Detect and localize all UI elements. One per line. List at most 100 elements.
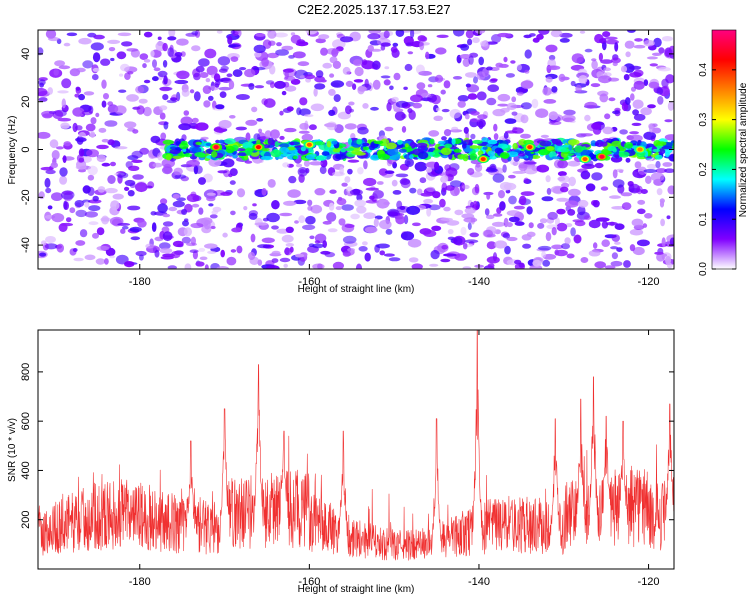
- spectrogram-cell: [345, 80, 354, 87]
- spectrogram-cell: [523, 34, 532, 39]
- spectrogram-cell: [450, 180, 462, 188]
- spectrogram-cell: [487, 150, 495, 157]
- spectrogram-cell: [508, 174, 516, 179]
- snr-x-tick-label: -140: [468, 576, 490, 588]
- spectrogram-cell: [162, 231, 173, 242]
- spectrogram-cell: [518, 88, 528, 93]
- spectrogram-cell: [143, 79, 151, 84]
- spectrogram-cell: [101, 79, 107, 89]
- spectrogram-cell: [322, 62, 333, 69]
- spectrogram-cell: [186, 159, 201, 167]
- spectrogram-cell: [258, 128, 263, 133]
- spectrogram-cell: [372, 60, 381, 70]
- spectrogram-cell: [139, 53, 149, 60]
- spectrogram-cell: [613, 153, 620, 158]
- spectrogram-cell: [251, 106, 258, 113]
- spectrogram-cell: [598, 38, 607, 44]
- spectrogram-cell: [575, 84, 582, 93]
- spectrogram-cell: [255, 33, 266, 37]
- spectrogram-cell: [419, 177, 427, 184]
- spectrogram-cell: [63, 141, 72, 147]
- spectrogram-cell: [470, 111, 480, 116]
- spectrogram-cell: [652, 127, 662, 134]
- spectrogram-cell: [497, 143, 509, 149]
- spectrogram-cell: [130, 236, 141, 241]
- spectrogram-cell: [461, 184, 470, 190]
- spectrogram-cell: [204, 264, 209, 269]
- spectrogram-cell: [655, 160, 661, 169]
- spectrogram-cell: [590, 83, 601, 88]
- spectrogram-cell: [114, 146, 128, 150]
- spectrogram-cell: [333, 94, 341, 103]
- spectrogram-cell: [92, 52, 101, 63]
- spectrogram-cell: [577, 199, 589, 208]
- spectrogram-cell: [176, 38, 189, 46]
- spectrogram-cell: [310, 103, 325, 112]
- spectrogram-cell: [536, 164, 550, 173]
- spectrogram-cell: [627, 30, 636, 33]
- spectrogram-cell: [217, 170, 228, 174]
- spectrogram-cell: [546, 146, 555, 151]
- spectrogram-cell: [605, 221, 618, 226]
- spectrogram-cell: [244, 68, 256, 78]
- spectrogram-cell: [174, 174, 187, 179]
- spectrogram-cell: [420, 36, 428, 42]
- spectrogram-cell: [465, 72, 477, 78]
- spectrogram-cell: [543, 99, 557, 104]
- spectrogram-cell: [560, 186, 569, 193]
- spectrogram-cell: [92, 195, 99, 202]
- spectrogram-cell: [483, 229, 494, 238]
- spectrogram-cell: [570, 227, 576, 237]
- spectrogram-cell: [649, 63, 658, 67]
- spectrogram-cell: [174, 79, 189, 85]
- spectrogram-cell: [229, 115, 236, 119]
- spectrogram-cell: [460, 43, 470, 51]
- spectrogram-cell: [162, 221, 174, 227]
- spectrogram-cell: [170, 251, 181, 259]
- spectrogram-cell: [315, 38, 326, 44]
- spectrogram-cell: [107, 101, 114, 106]
- spectrogram-cell: [104, 258, 109, 265]
- spectrogram-cell: [556, 208, 566, 215]
- spectrogram-cell: [364, 252, 371, 262]
- spectrogram-cell: [487, 139, 498, 145]
- spectrogram-cell: [580, 170, 591, 180]
- spectrogram-cell: [135, 182, 148, 193]
- spectrogram-cell: [395, 173, 409, 178]
- spectrogram-cell: [379, 250, 386, 256]
- spectrogram-cell: [512, 127, 524, 134]
- spectrogram-cell: [598, 75, 612, 84]
- spectrogram-cell: [546, 65, 558, 70]
- spectrogram-cell: [284, 70, 289, 80]
- spectrogram-cell: [542, 253, 557, 260]
- spectrogram-cell: [66, 32, 78, 37]
- spectrogram-cell: [96, 144, 109, 150]
- spectrogram-cell: [399, 178, 411, 186]
- spectrogram-cell: [411, 263, 423, 269]
- spectrogram-cell: [363, 212, 376, 219]
- spectrogram-cell: [288, 175, 297, 184]
- spectrogram-cell: [655, 154, 663, 160]
- spectrogram-cell: [439, 198, 446, 208]
- spectrogram-cell: [660, 218, 665, 227]
- spectrogram-cell: [85, 123, 96, 132]
- spectrogram-cell: [163, 75, 168, 85]
- spectrogram-cell: [362, 142, 370, 147]
- spectrogram-cell: [550, 30, 563, 38]
- spectrogram-cell: [135, 85, 145, 94]
- spectrogram-cell: [417, 151, 429, 160]
- spectrogram-cell: [296, 39, 306, 44]
- spectrogram-cell: [441, 244, 449, 250]
- spectrogram-cell: [320, 79, 327, 83]
- spectrogram-cell: [220, 191, 232, 196]
- spectrogram-cell: [349, 189, 363, 196]
- spectrogram-cell: [342, 251, 351, 257]
- spectrogram-cell: [194, 152, 206, 158]
- spectrogram-cell: [364, 78, 369, 88]
- spectrogram-cell: [612, 62, 618, 67]
- spectrogram-cell: [168, 30, 176, 38]
- spectrogram-cell: [287, 189, 301, 198]
- spectrogram-hotspot: [213, 145, 219, 150]
- spectrogram-cell: [150, 50, 155, 58]
- spectrogram-cell: [326, 141, 332, 148]
